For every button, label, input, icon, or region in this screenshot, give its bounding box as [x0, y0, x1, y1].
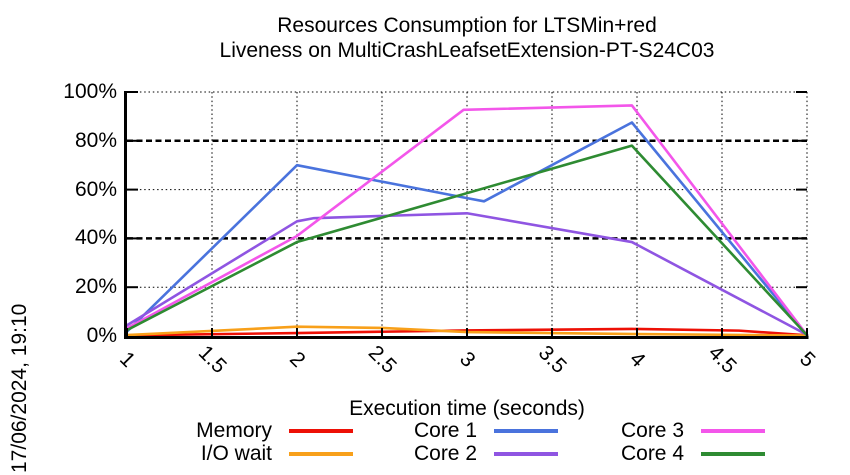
- y-tick-label: 20%: [74, 275, 117, 299]
- legend-swatch: [289, 428, 353, 433]
- legend: Memory I/O wait Core 1 Core 2 Core 3 Core 4: [0, 419, 850, 469]
- x-tick-label: 2.5: [364, 341, 411, 378]
- x-axis-title: Execution time (seconds): [349, 397, 585, 420]
- legend-item-core-3: Core 3: [580, 419, 765, 442]
- legend-item-core-2: Core 2: [370, 442, 558, 465]
- y-tick-label: 0%: [86, 324, 117, 347]
- x-tick-label: 4: [625, 347, 650, 372]
- legend-swatch: [701, 428, 765, 433]
- legend-swatch: [494, 428, 558, 433]
- x-tick-label: 2: [285, 347, 310, 372]
- x-tick-label: 5: [795, 347, 820, 372]
- y-tick-label: 60%: [74, 177, 117, 201]
- legend-column: Core 1 Core 2: [370, 419, 558, 465]
- chart-title-line2: Liveness on MultiCrashLeafsetExtension-P…: [219, 39, 715, 62]
- legend-swatch: [701, 451, 765, 456]
- x-tick-label: 1: [115, 347, 140, 372]
- legend-item-core-1: Core 1: [370, 419, 558, 442]
- series-line-core-1: [125, 121, 809, 337]
- x-tick-label: 3: [455, 347, 480, 372]
- legend-label: Core 1: [413, 419, 477, 442]
- legend-item-i-o-wait: I/O wait: [150, 442, 353, 465]
- series-line-i-o-wait: [125, 325, 809, 337]
- legend-swatch: [289, 451, 353, 456]
- legend-label: Core 3: [620, 419, 684, 442]
- chart-title-line1: Resources Consumption for LTSMin+red: [277, 14, 657, 37]
- x-tick-label: 4.5: [704, 341, 751, 378]
- series-layer: [125, 104, 809, 337]
- chart-title: Resources Consumption for LTSMin+red Liv…: [127, 13, 807, 63]
- y-tick-label: 100%: [63, 80, 117, 103]
- grid-layer: [127, 91, 808, 336]
- series-line-core-4: [125, 144, 809, 337]
- y-tick-label: 40%: [74, 226, 117, 250]
- x-tick-label: 1.5: [194, 341, 241, 378]
- y-tick-label: 80%: [74, 128, 117, 152]
- legend-item-memory: Memory: [150, 419, 353, 442]
- x-tick-label: 3.5: [534, 341, 581, 378]
- legend-column: Memory I/O wait: [150, 419, 353, 465]
- legend-label: Core 2: [413, 442, 477, 465]
- legend-label: I/O wait: [200, 442, 272, 465]
- axis-layer: [124, 91, 809, 339]
- legend-item-core-4: Core 4: [580, 442, 765, 465]
- legend-column: Core 3 Core 4: [580, 419, 765, 465]
- legend-label: Memory: [196, 419, 272, 442]
- series-line-core-3: [125, 104, 809, 337]
- legend-label: Core 4: [620, 442, 684, 465]
- series-line-memory: [125, 327, 809, 337]
- legend-swatch: [494, 451, 558, 456]
